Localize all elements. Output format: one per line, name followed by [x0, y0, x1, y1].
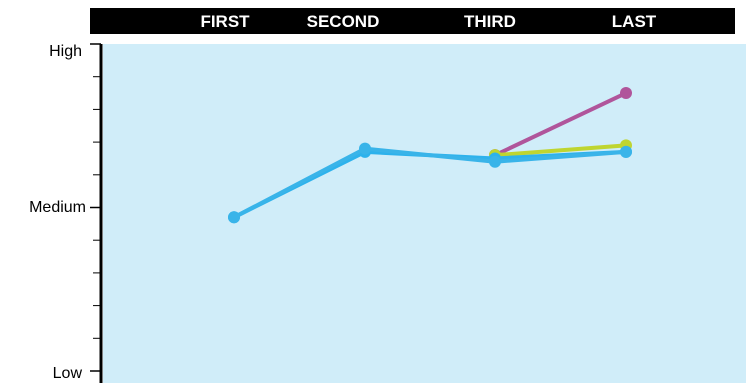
y-level-label-high: High	[49, 43, 82, 60]
series-4-segment	[493, 149, 628, 164]
category-label-third: THIRD	[464, 12, 516, 31]
header-bar	[90, 8, 735, 34]
series-2-segment	[493, 143, 628, 158]
series-layer	[228, 87, 632, 224]
category-label-last: LAST	[612, 12, 657, 31]
series-4-point-third	[489, 155, 501, 168]
series-4-point-second	[359, 142, 371, 155]
series-1-point-last	[620, 87, 632, 100]
y-axis-ticks	[90, 43, 101, 372]
series-4-segment	[363, 146, 497, 164]
plot-area	[103, 44, 746, 383]
y-level-label-medium: Medium	[29, 199, 86, 216]
y-level-label-low: Low	[53, 365, 83, 382]
series-1-segment	[493, 91, 628, 158]
series-4-point-last	[620, 145, 632, 158]
series-4-segment	[232, 146, 367, 220]
category-label-first: FIRST	[200, 12, 250, 31]
series-4-point-first	[228, 211, 240, 224]
category-label-second: SECOND	[307, 12, 380, 31]
